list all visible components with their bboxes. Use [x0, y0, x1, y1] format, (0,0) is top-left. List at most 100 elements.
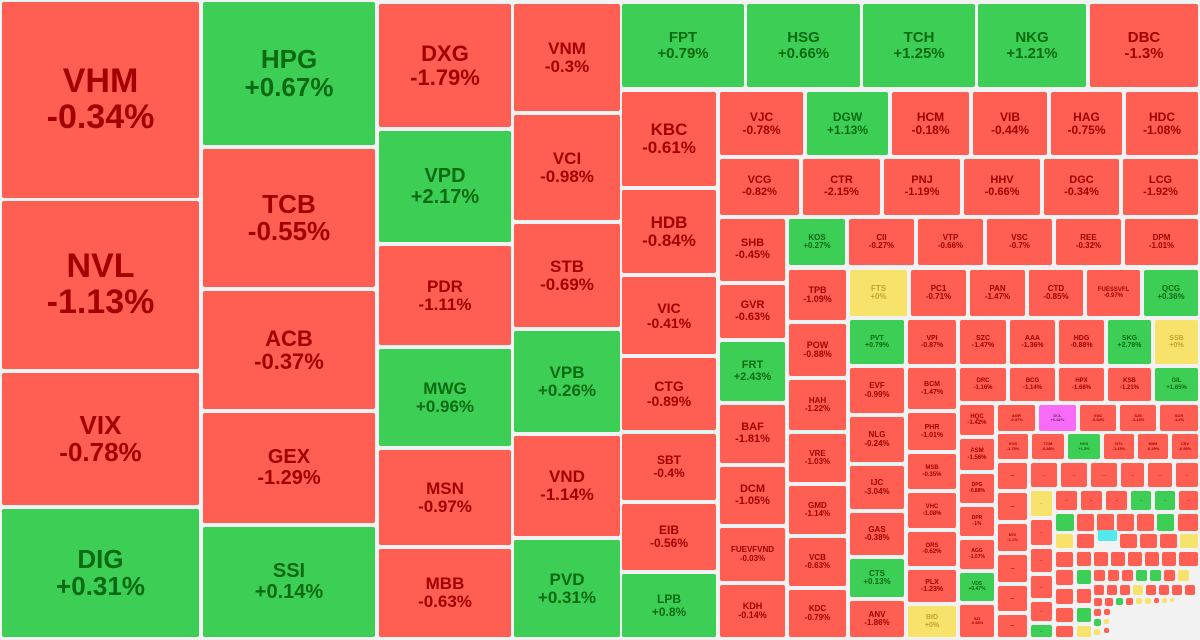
stock-tile-minor-153[interactable]	[1077, 552, 1091, 566]
stock-tile-minor-132[interactable]: ...	[1179, 491, 1198, 510]
stock-tile-nt2[interactable]: NT2 -1.1%	[998, 524, 1027, 551]
stock-tile-vib[interactable]: VIB -0.44%	[973, 92, 1047, 155]
stock-tile-baf[interactable]: BAF -1.81%	[720, 405, 785, 463]
stock-tile-minor-164[interactable]	[1122, 570, 1133, 581]
stock-tile-dpr[interactable]: DPR -1%	[960, 507, 994, 536]
stock-tile-minor-188[interactable]	[1162, 598, 1167, 603]
stock-tile-minor-181[interactable]	[1094, 598, 1102, 606]
stock-tile-kbc[interactable]: KBC -0.61%	[622, 92, 716, 186]
stock-tile-cts[interactable]: CTS +0.13%	[850, 559, 904, 597]
stock-tile-pvd[interactable]: PVD +0.31%	[514, 540, 620, 637]
stock-tile-phr[interactable]: PHR -1.01%	[908, 413, 956, 450]
stock-tile-ors[interactable]: ORS -0.62%	[908, 532, 956, 566]
stock-tile-minor-170[interactable]	[1077, 589, 1091, 603]
stock-tile-minor-182[interactable]	[1105, 598, 1113, 606]
stock-tile-nvl[interactable]: NVL -1.13%	[2, 201, 199, 369]
stock-tile-vpd[interactable]: VPD +2.17%	[379, 131, 511, 242]
stock-tile-minor-123[interactable]: ...	[1121, 463, 1144, 487]
stock-tile-hsg[interactable]: HSG +0.66%	[747, 4, 860, 87]
stock-tile-tch[interactable]: TCH +1.25%	[863, 4, 975, 87]
stock-tile-minor-129[interactable]: ...	[1106, 491, 1127, 510]
stock-tile-minor-128[interactable]: ...	[1081, 491, 1102, 510]
stock-tile-frt[interactable]: FRT +2.43%	[720, 342, 785, 401]
stock-tile-pdr[interactable]: PDR -1.11%	[379, 246, 511, 345]
stock-tile-hah[interactable]: HAH -1.22%	[789, 380, 846, 430]
stock-tile-bcg[interactable]: BCG -1.14%	[1010, 368, 1055, 401]
stock-tile-vtp[interactable]: VTP -0.66%	[918, 219, 983, 265]
stock-tile-minor-166[interactable]	[1150, 570, 1161, 581]
stock-tile-anv[interactable]: ANV -1.86%	[850, 601, 904, 637]
stock-tile-fts[interactable]: FTS +0%	[850, 270, 907, 316]
stock-tile-minor-160[interactable]	[1056, 570, 1073, 585]
stock-tile-vhm[interactable]: VHM -0.34%	[2, 2, 199, 198]
stock-tile-bid[interactable]: BID +0%	[908, 606, 956, 637]
stock-tile-aaa[interactable]: AAA -1.36%	[1010, 320, 1055, 364]
stock-tile-minor-143[interactable]	[1137, 514, 1154, 531]
stock-tile-minor-137[interactable]: ...	[1031, 625, 1052, 637]
stock-tile-ctg[interactable]: CTG -0.89%	[622, 358, 716, 430]
stock-tile-minor-148[interactable]	[1120, 534, 1137, 548]
stock-tile-dcm[interactable]: DCM -1.05%	[720, 467, 785, 524]
stock-tile-dgw[interactable]: DGW +1.13%	[807, 92, 888, 155]
stock-tile-minor-183[interactable]	[1116, 598, 1123, 605]
stock-tile-minor-195[interactable]	[1104, 609, 1110, 615]
stock-tile-gil[interactable]: GIL +1.65%	[1155, 368, 1198, 401]
stock-tile-ksb[interactable]: KSB -1.21%	[1108, 368, 1151, 401]
stock-tile-minor-154[interactable]	[1094, 552, 1108, 566]
stock-tile-minor-144[interactable]	[1157, 514, 1174, 531]
stock-tile-hdb[interactable]: HDB -0.84%	[622, 190, 716, 273]
stock-tile-stb[interactable]: STB -0.69%	[514, 224, 620, 327]
stock-tile-minor-197[interactable]	[1104, 628, 1109, 633]
stock-tile-minor-162[interactable]	[1094, 570, 1105, 581]
stock-tile-vpi[interactable]: VPI -0.87%	[908, 320, 956, 364]
stock-tile-vnm[interactable]: VNM -0.3%	[514, 4, 620, 111]
stock-tile-ctr[interactable]: CTR -2.15%	[803, 159, 880, 215]
stock-tile-hcm[interactable]: HCM -0.18%	[892, 92, 969, 155]
stock-tile-agg[interactable]: AGG -1.07%	[960, 540, 994, 569]
stock-tile-pvt[interactable]: PVT +0.79%	[850, 320, 904, 364]
stock-tile-vjc[interactable]: VJC -0.78%	[720, 92, 803, 155]
stock-tile-drc[interactable]: DRC -1.16%	[960, 368, 1006, 401]
stock-tile-ree[interactable]: REE -0.32%	[1056, 219, 1121, 265]
stock-tile-minor-151[interactable]	[1180, 534, 1198, 548]
stock-tile-minor-120[interactable]: ...	[1031, 463, 1057, 487]
stock-tile-minor-179[interactable]	[1056, 608, 1073, 622]
stock-tile-nkg[interactable]: NKG +1.21%	[978, 4, 1086, 87]
stock-tile-dpm[interactable]: DPM -1.01%	[1125, 219, 1198, 265]
stock-tile-minor-142[interactable]	[1117, 514, 1134, 531]
stock-tile-minor-165[interactable]	[1136, 570, 1147, 581]
stock-tile-dcl[interactable]: DCL +6.82%	[1039, 405, 1076, 431]
stock-tile-dig[interactable]: DIG +0.31%	[2, 509, 199, 637]
stock-tile-skg[interactable]: SKG +2.78%	[1108, 320, 1151, 364]
stock-tile-gas[interactable]: GAS -0.38%	[850, 513, 904, 555]
stock-tile-evf[interactable]: EVF -0.99%	[850, 368, 904, 413]
stock-tile-ntl[interactable]: NTL -1.15%	[1104, 434, 1134, 459]
stock-tile-minor-193[interactable]	[1094, 619, 1101, 626]
stock-tile-minor-185[interactable]	[1136, 598, 1142, 604]
stock-tile-minor-168[interactable]	[1178, 570, 1189, 581]
stock-tile-minor-187[interactable]	[1154, 598, 1159, 603]
stock-tile-minor-141[interactable]	[1098, 530, 1117, 541]
stock-tile-minor-133[interactable]: ...	[1031, 520, 1052, 545]
stock-tile-pnj[interactable]: PNJ -1.19%	[884, 159, 960, 215]
stock-tile-qcg[interactable]: QCG +0.36%	[1144, 270, 1198, 316]
stock-tile-hpx[interactable]: HPX -1.68%	[1059, 368, 1104, 401]
stock-tile-minor-177[interactable]	[1172, 585, 1182, 595]
stock-tile-minor-157[interactable]	[1145, 552, 1159, 566]
stock-tile-shb[interactable]: SHB -0.45%	[720, 219, 785, 281]
stock-tile-minor-180[interactable]	[1077, 608, 1091, 622]
stock-tile-minor-155[interactable]	[1111, 552, 1125, 566]
stock-tile-minor-171[interactable]	[1094, 585, 1104, 595]
stock-tile-minor-126[interactable]: ...	[1031, 491, 1052, 516]
stock-tile-mwg[interactable]: MWG +0.96%	[379, 349, 511, 446]
stock-tile-sjs[interactable]: SJS -1.13%	[1120, 405, 1156, 431]
stock-tile-minor-125[interactable]: ...	[1176, 463, 1198, 487]
stock-tile-nhh[interactable]: NHH -0.29%	[1138, 434, 1168, 459]
stock-tile-minor-135[interactable]: ...	[1031, 576, 1052, 598]
stock-tile-bcm[interactable]: BCM -1.47%	[908, 368, 956, 409]
stock-tile-asm[interactable]: ASM -1.56%	[960, 439, 994, 470]
stock-tile-gvr[interactable]: GVR -0.63%	[720, 285, 785, 338]
stock-tile-minor-150[interactable]	[1160, 534, 1177, 548]
stock-tile-eib[interactable]: EIB -0.56%	[622, 504, 716, 570]
stock-tile-minor-122[interactable]: ...	[1091, 463, 1117, 487]
